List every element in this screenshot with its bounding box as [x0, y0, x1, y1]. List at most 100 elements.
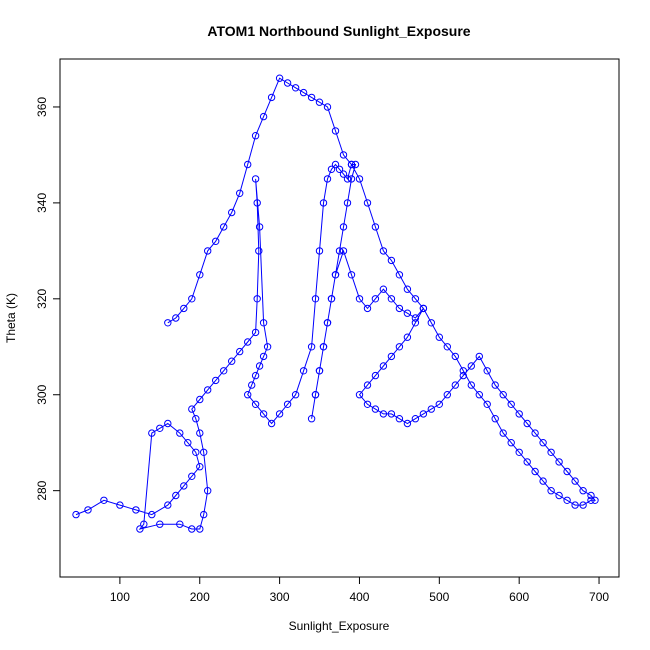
data-point [411, 295, 420, 303]
data-point [196, 271, 204, 279]
data-point [255, 247, 263, 255]
data-point [248, 381, 256, 389]
data-point [319, 199, 328, 207]
data-point [499, 391, 507, 399]
data-point [403, 285, 412, 293]
data-point [591, 496, 599, 504]
x-tick-label: 100 [110, 590, 130, 604]
data-point [251, 132, 260, 140]
data-point [403, 419, 412, 428]
data-point [275, 410, 284, 418]
data-point [351, 160, 360, 169]
data-point [531, 429, 539, 437]
data-point [451, 381, 459, 389]
data-point [299, 367, 308, 375]
data-point [395, 271, 404, 279]
data-point [299, 88, 308, 97]
data-point [331, 160, 340, 169]
data-point [403, 333, 412, 341]
data-point [371, 223, 380, 231]
data-point [311, 391, 320, 399]
data-point [172, 314, 180, 322]
data-point [435, 333, 443, 341]
data-point [251, 175, 260, 183]
data-point [587, 491, 595, 500]
data-point [275, 74, 284, 82]
data-point [188, 472, 196, 480]
data-point [339, 223, 348, 231]
x-tick-label: 300 [270, 590, 290, 604]
data-point [523, 419, 531, 428]
data-point [335, 247, 344, 255]
data-point [196, 429, 204, 437]
data-point [263, 343, 272, 351]
y-tick-label: 320 [35, 288, 49, 308]
data-point [467, 381, 475, 389]
data-point [491, 415, 499, 423]
data-point [200, 510, 208, 519]
data-point [176, 429, 184, 437]
plot-frame [59, 58, 620, 578]
data-point [507, 439, 515, 447]
data-point [236, 347, 244, 356]
data-point [563, 496, 571, 504]
x-tick-label: 400 [349, 590, 369, 604]
data-point [571, 477, 579, 485]
data-point [180, 304, 188, 313]
data-point [467, 362, 475, 370]
data-point [204, 487, 212, 495]
data-point [539, 439, 547, 447]
data-point [347, 160, 356, 169]
data-point [515, 410, 523, 418]
data-point [491, 381, 499, 389]
data-point [343, 175, 352, 183]
data-point [84, 506, 92, 514]
data-point [363, 400, 372, 408]
data-point [331, 271, 340, 279]
data-point [499, 429, 507, 437]
data-point [483, 367, 491, 375]
data-point [228, 357, 236, 365]
data-point [244, 160, 252, 169]
data-point [253, 199, 261, 207]
data-point [579, 487, 587, 495]
data-point [184, 439, 192, 447]
data-point [196, 395, 204, 404]
data-point [307, 415, 316, 423]
data-point [339, 151, 348, 159]
data-point [164, 319, 172, 327]
data-point [547, 487, 555, 495]
data-point [244, 338, 252, 346]
data-point [523, 458, 531, 466]
y-axis-label: Theta (K) [4, 293, 18, 343]
data-point [335, 165, 344, 174]
data-point [387, 295, 396, 303]
data-point [371, 295, 380, 303]
data-point [251, 328, 260, 337]
data-point [379, 285, 388, 293]
data-point [475, 352, 483, 361]
data-point [323, 103, 332, 111]
data-point [132, 506, 140, 514]
data-point [395, 343, 404, 351]
data-point [253, 295, 261, 303]
data-point [379, 247, 388, 255]
data-point [200, 448, 208, 456]
data-point [451, 352, 459, 361]
data-point [220, 367, 228, 375]
data-point [251, 371, 260, 380]
data-point [563, 467, 571, 476]
data-point [315, 98, 324, 106]
data-point [459, 371, 467, 380]
data-point [307, 343, 316, 351]
series-points [72, 74, 599, 533]
data-point [156, 520, 164, 528]
data-point [116, 501, 124, 509]
data-point [259, 352, 268, 361]
data-point [196, 463, 204, 471]
data-point [419, 304, 428, 313]
data-point [259, 319, 268, 327]
data-point [323, 175, 332, 183]
data-point [387, 352, 396, 361]
